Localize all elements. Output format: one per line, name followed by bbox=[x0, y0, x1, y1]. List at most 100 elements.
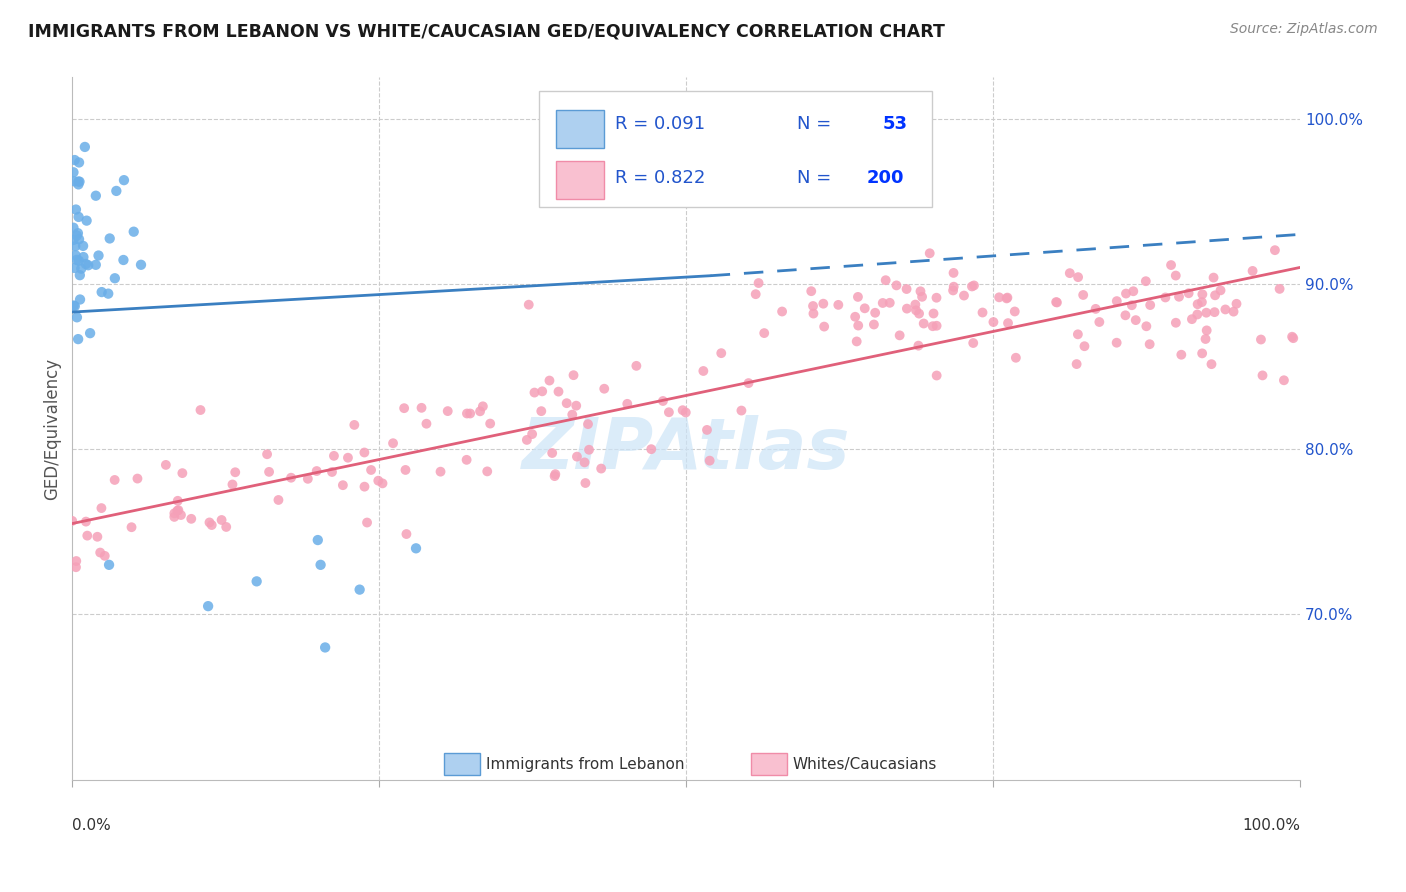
Point bbox=[872, 296, 894, 310]
Point bbox=[405, 541, 427, 556]
Point bbox=[593, 382, 616, 396]
Point bbox=[972, 305, 994, 319]
Point bbox=[960, 279, 983, 293]
Point bbox=[1251, 368, 1274, 383]
Point bbox=[544, 467, 567, 482]
Point bbox=[543, 469, 565, 483]
Point bbox=[98, 558, 121, 572]
Point bbox=[353, 445, 375, 459]
Point bbox=[626, 359, 648, 373]
Point bbox=[1222, 304, 1244, 318]
Point bbox=[658, 405, 681, 419]
Point bbox=[170, 508, 193, 522]
Point bbox=[471, 400, 494, 414]
Point bbox=[60, 514, 83, 528]
Point bbox=[90, 501, 112, 516]
Point bbox=[79, 326, 101, 341]
Point bbox=[1071, 288, 1094, 302]
Text: R = 0.822: R = 0.822 bbox=[614, 169, 706, 186]
Point bbox=[1004, 304, 1026, 318]
Point bbox=[1191, 287, 1213, 301]
Point bbox=[104, 473, 127, 487]
FancyBboxPatch shape bbox=[538, 92, 932, 207]
Point bbox=[297, 472, 319, 486]
FancyBboxPatch shape bbox=[555, 110, 603, 148]
Point bbox=[640, 442, 662, 457]
Point bbox=[70, 261, 93, 276]
Point bbox=[1168, 290, 1191, 304]
Point bbox=[813, 319, 835, 334]
Point bbox=[1105, 294, 1128, 309]
Point bbox=[845, 334, 868, 349]
Point bbox=[561, 408, 583, 422]
Point bbox=[163, 506, 186, 520]
Point bbox=[221, 477, 243, 491]
Point bbox=[844, 310, 866, 324]
Point bbox=[675, 405, 697, 419]
Point bbox=[1066, 357, 1088, 371]
Point bbox=[1264, 243, 1286, 257]
Point bbox=[65, 554, 87, 568]
Point bbox=[896, 301, 918, 316]
Point bbox=[98, 231, 121, 245]
Point bbox=[66, 310, 89, 325]
Point bbox=[112, 252, 135, 267]
Point bbox=[875, 273, 897, 287]
Point bbox=[696, 423, 718, 437]
Point bbox=[879, 295, 901, 310]
Point bbox=[246, 574, 269, 589]
Point bbox=[520, 427, 543, 442]
Point bbox=[69, 268, 91, 283]
Point bbox=[69, 175, 91, 189]
Point bbox=[1084, 301, 1107, 316]
Point bbox=[531, 384, 554, 399]
Point bbox=[1209, 284, 1232, 298]
Point bbox=[86, 530, 108, 544]
Point bbox=[1195, 306, 1218, 320]
Point bbox=[1250, 333, 1272, 347]
Text: 200: 200 bbox=[866, 169, 904, 186]
Point bbox=[942, 266, 965, 280]
Point bbox=[65, 239, 87, 253]
Point bbox=[121, 520, 143, 534]
Point bbox=[1005, 351, 1028, 365]
Point bbox=[1160, 258, 1182, 272]
Point bbox=[846, 318, 869, 333]
Point bbox=[922, 306, 945, 320]
Point bbox=[190, 403, 212, 417]
Point bbox=[77, 258, 100, 272]
Point bbox=[1114, 308, 1136, 322]
Point bbox=[616, 397, 638, 411]
Point bbox=[997, 291, 1019, 305]
Point bbox=[942, 279, 965, 293]
Point bbox=[336, 450, 359, 465]
Point bbox=[63, 260, 86, 275]
Point bbox=[87, 248, 110, 262]
Point bbox=[1215, 302, 1237, 317]
Point bbox=[565, 399, 588, 413]
Point bbox=[963, 278, 986, 293]
Point bbox=[744, 287, 766, 301]
Point bbox=[699, 453, 721, 467]
Point bbox=[256, 447, 278, 461]
Point bbox=[321, 465, 343, 479]
Point bbox=[770, 304, 793, 318]
Point bbox=[63, 153, 86, 167]
Point bbox=[477, 464, 499, 478]
Point bbox=[371, 476, 394, 491]
Point bbox=[1059, 266, 1081, 280]
Point bbox=[748, 276, 770, 290]
Point bbox=[995, 292, 1018, 306]
Point bbox=[555, 396, 578, 410]
Point bbox=[84, 258, 107, 272]
Point bbox=[813, 296, 835, 310]
Point bbox=[353, 480, 375, 494]
Point bbox=[523, 385, 546, 400]
Point bbox=[1170, 348, 1192, 362]
Point bbox=[1202, 270, 1225, 285]
Point bbox=[889, 328, 911, 343]
Point bbox=[67, 155, 90, 169]
Point bbox=[1154, 290, 1177, 304]
Point bbox=[863, 318, 886, 332]
Point bbox=[910, 285, 932, 299]
